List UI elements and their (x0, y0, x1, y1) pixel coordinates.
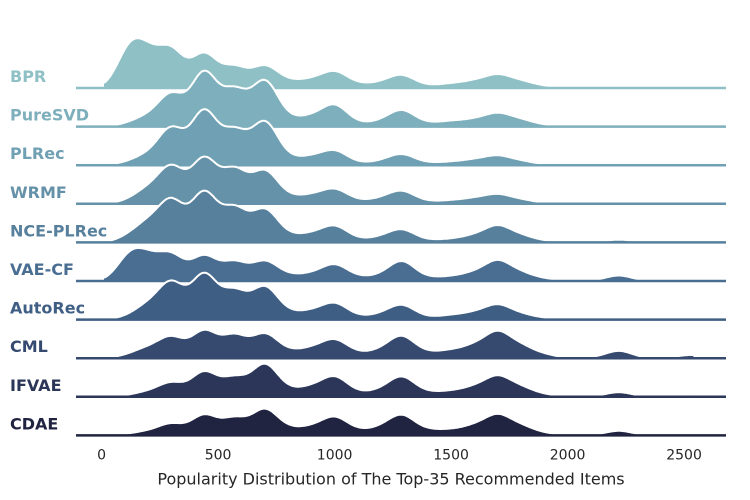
ridge-area (104, 408, 694, 436)
ridge-area (104, 156, 689, 204)
series-label-wrmf: WRMF (10, 183, 67, 202)
series-label-plrec: PLRec (10, 144, 65, 163)
ridge-cdae (76, 407, 726, 437)
x-tick-label: 500 (205, 447, 232, 463)
series-label-cdae: CDAE (10, 414, 58, 433)
series-label-vae-cf: VAE-CF (10, 260, 74, 279)
x-axis-label: Popularity Distribution of The Top-35 Re… (157, 469, 624, 488)
ridge-outline (103, 247, 694, 282)
ridge-cml (76, 328, 726, 360)
ridge-area (104, 109, 689, 166)
ridges (76, 37, 726, 437)
ridge-nce-plrec (76, 189, 726, 244)
ridge-ifvae (76, 362, 726, 399)
x-tick-label: 2500 (666, 447, 702, 463)
series-label-nce-plrec: NCE-PLRec (10, 221, 107, 240)
series-label-puresvd: PureSVD (10, 106, 89, 125)
ridge-area (104, 329, 694, 359)
ridge-puresvd (76, 69, 726, 128)
x-tick-label: 2000 (550, 447, 586, 463)
series-label-autorec: AutoRec (10, 299, 85, 318)
x-tick-label: 0 (97, 447, 106, 463)
ridge-vae-cf (76, 247, 726, 283)
ridge-plrec (76, 108, 726, 167)
ridge-outline (104, 328, 694, 359)
ridge-area (104, 363, 694, 397)
ridge-area (104, 272, 694, 320)
x-tick-label: 1000 (317, 447, 353, 463)
series-label-cml: CML (10, 337, 48, 356)
ridge-autorec (76, 271, 726, 321)
series-labels: BPR PureSVD PLRec WRMF NCE-PLRec VAE-CF AutoRe… (10, 67, 107, 433)
x-tick-label: 1500 (433, 447, 469, 463)
x-axis: 0 500 1000 1500 2000 2500 (97, 447, 702, 463)
ridge-area (104, 38, 689, 88)
ridge-bpr (76, 37, 726, 90)
ridge-area (104, 248, 694, 281)
ridge-area (104, 190, 694, 243)
series-label-ifvae: IFVAE (10, 376, 62, 395)
series-label-bpr: BPR (10, 67, 46, 86)
ridge-area (104, 70, 689, 127)
